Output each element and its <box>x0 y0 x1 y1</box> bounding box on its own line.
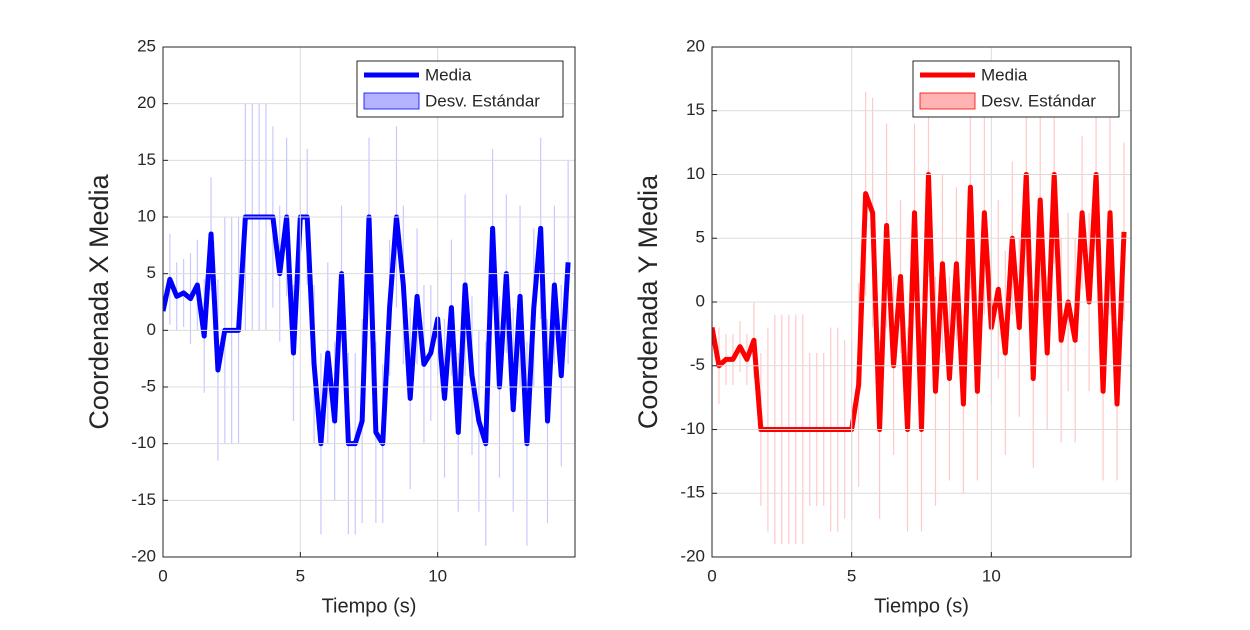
x-axis-label: Tiempo (s) <box>322 595 417 617</box>
y-tick-label: -20 <box>680 546 705 565</box>
x-tick-label: 10 <box>428 566 447 585</box>
x-tick-label: 5 <box>847 566 856 585</box>
x-tick-label: 0 <box>158 566 167 585</box>
x-tick-label: 10 <box>982 566 1001 585</box>
y-tick-label: 5 <box>696 228 705 247</box>
y-tick-label: -15 <box>680 483 705 502</box>
y-tick-label: -10 <box>680 419 705 438</box>
y-tick-label: -10 <box>131 433 156 452</box>
y-tick-label: 0 <box>696 291 705 310</box>
y-tick-label: -5 <box>141 376 156 395</box>
y-tick-label: -5 <box>690 355 705 374</box>
y-tick-label: 15 <box>137 150 156 169</box>
y-tick-label: 10 <box>686 164 705 183</box>
y-tick-label: 5 <box>147 263 156 282</box>
legend-label: Media <box>981 65 1028 84</box>
y-tick-label: 0 <box>147 320 156 339</box>
y-axis-label: Coordenada Y Media <box>633 174 663 429</box>
x-axis-label: Tiempo (s) <box>874 595 969 617</box>
legend-swatch <box>919 92 976 110</box>
y-tick-label: -15 <box>131 490 156 509</box>
axes-box <box>711 46 1132 558</box>
legend-label: Media <box>425 65 472 84</box>
axes-box <box>162 46 576 558</box>
y-tick-label: 20 <box>686 36 705 55</box>
y-tick-label: -20 <box>131 546 156 565</box>
x-tick-label: 5 <box>296 566 305 585</box>
y-axis-label: Coordenada X Media <box>84 173 114 429</box>
legend-label: Desv. Estándar <box>981 91 1096 110</box>
legend-label: Desv. Estándar <box>425 91 540 110</box>
x-tick-label: 0 <box>707 566 716 585</box>
y-tick-label: 15 <box>686 100 705 119</box>
y-tick-label: 25 <box>137 36 156 55</box>
legend-swatch <box>363 92 420 110</box>
y-tick-label: 20 <box>137 93 156 112</box>
y-tick-label: 10 <box>137 206 156 225</box>
